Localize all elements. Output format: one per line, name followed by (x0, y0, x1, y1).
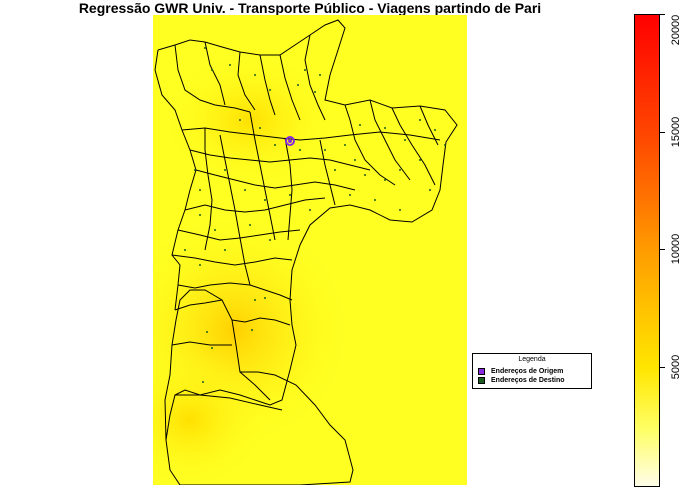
colorbar-label-15000: 15000 (670, 116, 682, 148)
legend: Legenda Endereços de Origem Endereços de… (472, 353, 592, 389)
colorbar-label-10000: 10000 (670, 233, 682, 265)
city-outline (154, 19, 458, 485)
colorbar-label-20000: 20000 (670, 14, 682, 46)
colorbar-label-5000: 5000 (670, 354, 682, 380)
map-title: Regressão GWR Univ. - Transporte Público… (78, 0, 542, 16)
legend-item-destination: Endereços de Destino (478, 376, 565, 385)
legend-swatch-destination (478, 377, 485, 384)
colorbar-tick-10000 (660, 249, 665, 250)
colorbar (634, 14, 660, 487)
colorbar-tick-15000 (660, 132, 665, 133)
gwr-map (153, 15, 467, 485)
municipality-boundaries (154, 19, 458, 485)
colorbar-tick-20000 (660, 14, 665, 15)
colorbar-tick-5000 (660, 367, 665, 368)
legend-item-origin: Endereços de Origem (478, 367, 563, 376)
legend-swatch-origin (478, 368, 485, 375)
surface-hotspot-southwest (153, 350, 270, 485)
legend-label-origin: Endereços de Origem (491, 367, 564, 375)
origin-point-pari (285, 136, 295, 146)
destination-points (184, 47, 446, 383)
legend-title: Legenda (518, 356, 546, 363)
legend-label-destination: Endereços de Destino (491, 376, 565, 384)
surface-hotspot-north (160, 50, 340, 190)
